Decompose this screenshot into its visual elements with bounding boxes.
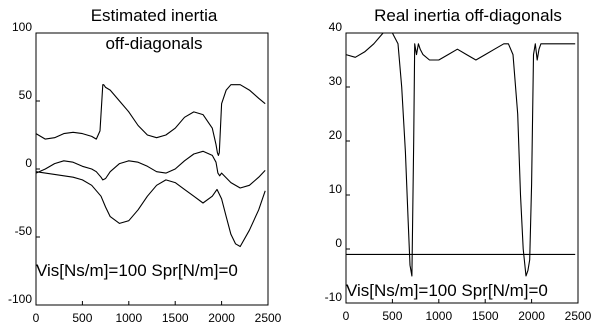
left-series-line-1: [35, 84, 266, 156]
right-y-tick-label: 30: [329, 74, 343, 88]
left-x-tick-label: 1000: [115, 311, 142, 325]
left-title-line-2: off-diagonals: [105, 34, 202, 53]
right-series-group: [345, 32, 576, 277]
left-x-tick-label: 0: [33, 311, 40, 325]
left-y-tick-label: 0: [25, 156, 32, 170]
left-title-line-1: Estimated inertia: [91, 6, 218, 25]
left-x-tick-label: 500: [72, 311, 92, 325]
left-series-line-2: [35, 150, 266, 189]
right-x-tick-label: 1500: [472, 309, 499, 323]
right-x-tick-label: 2500: [565, 309, 592, 323]
right-plot-frame: [345, 32, 579, 304]
right-x-tick-label: 1000: [425, 309, 452, 323]
left-x-tick-label: 2000: [208, 311, 235, 325]
left-y-tick-label: 50: [19, 88, 33, 102]
left-series-line-3: [35, 171, 266, 248]
left-y-ticks: -100 -50 0 50 100: [8, 20, 40, 306]
right-x-tick-label: 500: [382, 309, 402, 323]
right-annotation: Vis[Ns/m]=100 Spr[N/m]=0: [346, 281, 548, 300]
right-title: Real inertia off-diagonals: [374, 6, 562, 25]
left-x-tick-label: 2500: [255, 311, 282, 325]
left-y-tick-label: 100: [12, 20, 32, 34]
right-y-tick-label: 20: [329, 128, 343, 142]
right-x-tick-label: 0: [343, 309, 350, 323]
left-x-tick-label: 1500: [162, 311, 189, 325]
right-y-ticks: -10 0 10 20 30 40: [325, 20, 350, 304]
right-x-ticks: 0 500 1000 1500 2000 2500: [343, 299, 592, 323]
left-annotation: Vis[Ns/m]=100 Spr[N/m]=0: [36, 261, 238, 280]
left-panel: Estimated inertia off-diagonals 0 500 1000…: [8, 6, 282, 325]
right-y-tick-label: -10: [325, 290, 343, 304]
right-y-tick-label: 40: [329, 20, 343, 34]
right-x-tick-label: 2000: [518, 309, 545, 323]
right-y-tick-label: 0: [335, 236, 342, 250]
left-y-tick-label: -50: [15, 224, 33, 238]
left-series-group: [35, 84, 266, 248]
right-series-line-1: [345, 32, 576, 277]
right-panel: Real inertia off-diagonals 0 500 1000 1500 2…: [325, 6, 592, 323]
left-y-tick-label: -100: [8, 292, 32, 306]
left-x-ticks: 0 500 1000 1500 2000 2500: [33, 301, 282, 325]
right-y-tick-label: 10: [329, 182, 343, 196]
